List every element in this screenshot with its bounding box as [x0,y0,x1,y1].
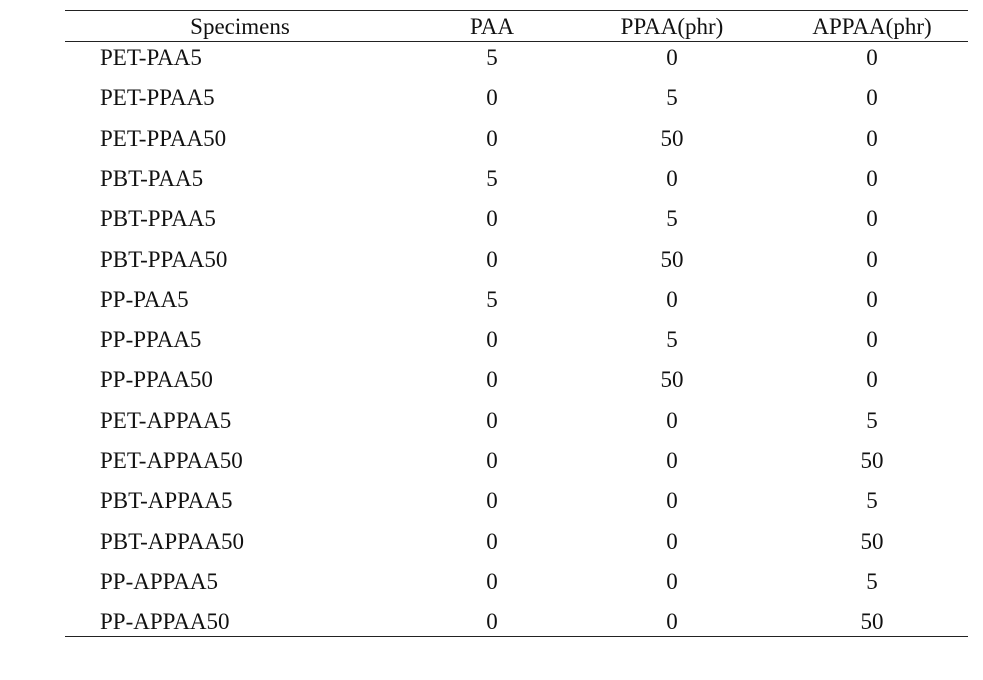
header-cell: APPAA(phr) [812,14,932,39]
table-cell: 0 [486,85,498,111]
specimen-name: PBT-PAA5 [100,165,204,191]
table-cell: 0 [666,286,678,312]
table-cell: 50 [860,609,884,635]
table-cell: 50 [660,125,684,151]
table-cell: 5 [666,206,678,232]
header-rule [65,41,968,42]
table-cell: 0 [866,246,878,272]
table-cell: 5 [866,407,878,433]
specimen-name: PBT-PPAA5 [100,206,216,232]
table-cell: 5 [486,165,498,191]
table-cell: 5 [666,85,678,111]
table-cell: 0 [866,286,878,312]
table-cell: 50 [660,367,684,393]
table-cell: 0 [486,448,498,473]
table-cell: 0 [486,206,498,232]
table-cell: 5 [486,45,498,70]
table-cell: 0 [666,568,678,594]
top-rule [65,10,968,11]
table-cell: 5 [866,568,878,594]
table-cell: 5 [866,488,878,514]
header-cell: PAA [470,14,514,39]
table-cell: 0 [866,327,878,353]
table-cell: 0 [486,568,498,594]
table-cell: 0 [486,125,498,151]
table-cell: 0 [866,367,878,393]
table-cell: 0 [866,85,878,111]
table-cell: 0 [666,45,678,70]
table-cell: 0 [866,206,878,232]
table-cell: 0 [486,528,498,554]
header-cell: PPAA(phr) [620,14,724,39]
table-cell: 50 [860,528,884,554]
table-cell: 0 [486,488,498,514]
specimen-name: PBT-PPAA50 [100,246,228,272]
header-cell: Specimens [190,14,290,39]
table-cell: 50 [860,448,884,473]
table-cell: 0 [666,407,678,433]
table-cell: 0 [866,165,878,191]
table-cell: 0 [666,609,678,635]
specimen-name: PET-PPAA5 [100,85,215,111]
table-cell: 0 [866,125,878,151]
table-cell: 0 [666,488,678,514]
table-cell: 0 [486,407,498,433]
table-cell: 0 [666,165,678,191]
specimen-name: PP-PAA5 [100,286,189,312]
specimen-name: PET-PPAA50 [100,125,227,151]
table-cell: 0 [486,367,498,393]
specimen-name: PP-PPAA5 [100,327,202,353]
specimen-name: PET-APPAA50 [100,448,243,473]
table-cell: 5 [486,286,498,312]
table-cell: 0 [866,45,878,70]
specimen-name: PBT-APPAA50 [100,528,245,554]
table-cell: 0 [486,246,498,272]
table-cell: 0 [486,609,498,635]
specimen-name: PET-APPAA5 [100,407,232,433]
table-cell: 50 [660,246,684,272]
specimen-name: PP-PPAA50 [100,367,213,393]
specimen-name: PP-APPAA50 [100,609,230,635]
specimen-name: PBT-APPAA5 [100,488,233,514]
specimen-name: PET-PAA5 [100,45,202,70]
table-cell: 5 [666,327,678,353]
table-cell: 0 [666,528,678,554]
table-cell: 0 [666,448,678,473]
table-cell: 0 [486,327,498,353]
bottom-rule [65,636,968,637]
specimen-name: PP-APPAA5 [100,568,219,594]
